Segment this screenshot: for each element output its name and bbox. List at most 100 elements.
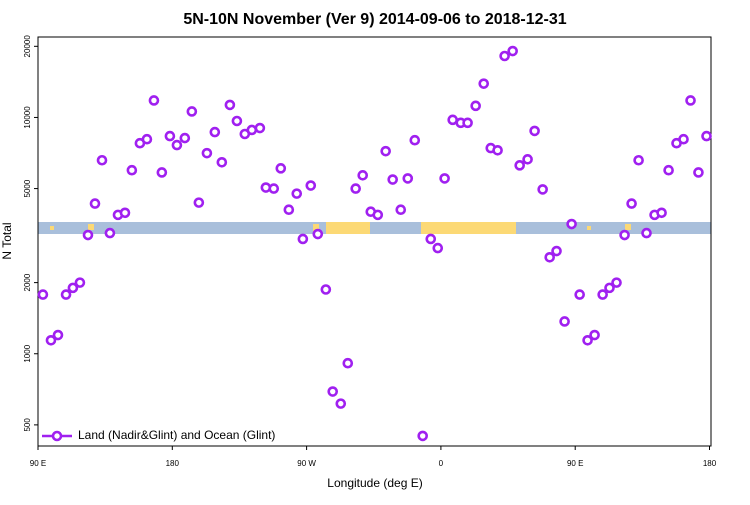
point	[551, 245, 562, 257]
y-tick-label: 2000	[23, 273, 32, 291]
point	[82, 229, 94, 241]
point	[432, 242, 444, 254]
point	[350, 183, 361, 194]
chart-title: 5N-10N November (Ver 9) 2014-09-06 to 20…	[183, 11, 566, 28]
point	[574, 289, 585, 300]
point	[320, 284, 332, 295]
point	[372, 209, 384, 221]
point	[417, 430, 428, 442]
point	[209, 126, 221, 138]
y-tick-label: 500	[23, 418, 32, 432]
y-tick-label: 10000	[23, 106, 32, 129]
point	[305, 180, 317, 191]
y-axis-label: N Total	[0, 222, 14, 259]
point	[537, 184, 548, 195]
point	[297, 233, 309, 245]
point	[37, 289, 49, 300]
point	[335, 398, 347, 409]
point	[148, 95, 160, 106]
point	[119, 207, 131, 219]
point	[522, 154, 533, 165]
point	[633, 154, 644, 166]
point	[656, 207, 667, 219]
point	[380, 145, 391, 157]
point	[492, 145, 503, 156]
point	[626, 198, 637, 209]
point	[604, 282, 615, 294]
point	[462, 117, 473, 129]
point	[507, 45, 518, 57]
point	[171, 139, 183, 151]
point	[499, 50, 510, 62]
point	[283, 204, 295, 215]
point	[254, 122, 266, 134]
x-tick-label: 180	[703, 459, 717, 468]
point	[327, 386, 339, 397]
point	[678, 133, 689, 145]
point	[201, 147, 213, 159]
point	[312, 228, 324, 240]
point	[611, 277, 622, 288]
point	[409, 134, 421, 146]
point	[156, 167, 168, 178]
point	[566, 218, 577, 230]
point	[402, 173, 414, 184]
point	[439, 173, 450, 184]
point	[425, 233, 437, 245]
point	[60, 289, 72, 300]
x-tick-label: 90 E	[30, 459, 46, 468]
y-tick-label: 1000	[23, 344, 32, 362]
point	[231, 115, 243, 127]
point	[96, 154, 108, 166]
point	[179, 132, 191, 144]
point	[246, 124, 258, 136]
legend-marker	[51, 430, 63, 442]
point	[663, 164, 674, 176]
point	[619, 229, 630, 241]
y-tick-label: 5000	[23, 179, 32, 197]
point	[693, 167, 704, 178]
x-tick-label: 90 E	[567, 459, 583, 468]
point	[45, 335, 57, 346]
point	[74, 277, 86, 288]
point	[186, 106, 198, 117]
point	[275, 163, 287, 174]
point	[589, 329, 600, 341]
point	[291, 188, 303, 199]
point	[685, 95, 696, 106]
point	[544, 251, 555, 263]
point	[387, 174, 399, 185]
x-axis-label: Longitude (deg E)	[327, 476, 422, 490]
point	[141, 133, 153, 145]
x-tick-label: 90 W	[297, 459, 316, 468]
point	[559, 316, 570, 327]
point	[342, 357, 354, 369]
x-tick-label: 0	[439, 459, 444, 468]
point	[164, 130, 176, 142]
point	[104, 227, 116, 239]
point	[529, 125, 540, 137]
point	[395, 204, 407, 215]
point	[224, 99, 236, 111]
point	[597, 289, 608, 300]
point	[52, 329, 64, 341]
y-tick-label: 20000	[23, 35, 32, 58]
point	[701, 130, 712, 142]
legend-label: Land (Nadir&Glint) and Ocean (Glint)	[78, 428, 275, 442]
point	[514, 160, 525, 171]
point	[641, 227, 652, 239]
plot-frame	[37, 36, 712, 447]
map-strip	[38, 222, 711, 234]
point	[470, 100, 481, 112]
point	[67, 282, 79, 294]
point	[126, 164, 138, 176]
x-tick-label: 180	[166, 459, 180, 468]
point	[89, 198, 101, 209]
point	[357, 170, 369, 181]
point	[478, 78, 490, 89]
point	[216, 156, 228, 168]
point	[193, 197, 205, 208]
point	[268, 183, 280, 194]
point	[582, 335, 593, 346]
